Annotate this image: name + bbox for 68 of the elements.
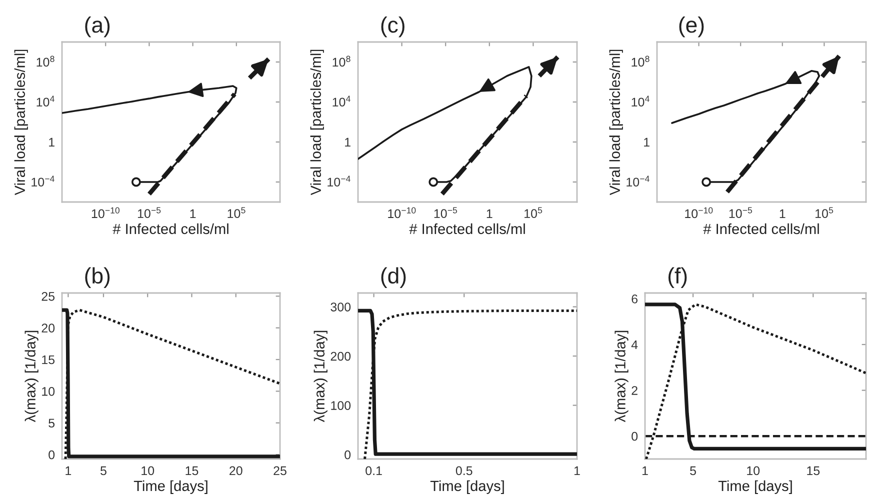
x-axis-title: Time [days] <box>134 480 208 494</box>
chart-title: (a) <box>85 16 110 38</box>
x-tick-label: 15 <box>186 466 198 476</box>
y-tick-label: 4 <box>631 340 638 350</box>
y-tick-label: 100 <box>331 401 351 410</box>
y-tick-label: 1 <box>49 138 54 147</box>
y-tick-label: 10$^{4}$ <box>332 96 350 107</box>
x-tick-label: 10$^{5}$ <box>524 207 542 218</box>
x-tick-label: 5 <box>690 466 696 476</box>
y-tick-label: 0 <box>48 450 55 460</box>
y-tick-label: 10$^{8}$ <box>632 56 650 67</box>
x-tick-label: 25 <box>274 466 286 476</box>
y-axis-title: Viral load [particles/ml] <box>609 50 623 196</box>
y-tick-label: 6 <box>632 294 638 304</box>
y-axis-title: λ(max) [1/day] <box>614 330 628 422</box>
y-tick-label: 10$^{−4}$ <box>32 176 54 187</box>
y-tick-label: 10$^{−4}$ <box>626 176 650 187</box>
x-axis-title: Time [days] <box>718 480 792 494</box>
x-tick-label: 10 <box>142 466 154 476</box>
x-tick-label: 10$^{−5}$ <box>729 207 752 218</box>
x-tick-label: 0.5 <box>456 466 472 476</box>
y-tick-label: 200 <box>330 352 351 361</box>
y-tick-label: 10$^{−4}$ <box>328 176 350 187</box>
x-tick-label: 1 <box>486 209 492 218</box>
x-tick-label: 10$^{−10}$ <box>685 207 713 218</box>
y-tick-label: 0 <box>344 450 351 460</box>
x-axis-title: # Infected cells/ml <box>409 223 525 234</box>
x-tick-label: 10$^{−10}$ <box>388 207 416 218</box>
x-tick-label: 1 <box>66 466 72 476</box>
x-tick-label: 10 <box>747 466 760 476</box>
chart-title: (b) <box>85 267 110 288</box>
x-axis-title: # Infected cells/ml <box>703 223 819 234</box>
chart-title: (d) <box>381 267 406 288</box>
y-tick-label: 20 <box>42 324 55 332</box>
x-tick-label: 1 <box>190 209 196 218</box>
x-tick-label: 1 <box>780 209 786 218</box>
x-tick-label: 10$^{5}$ <box>816 207 834 218</box>
x-tick-label: 0.1 <box>366 466 382 476</box>
y-tick-label: 1 <box>345 138 350 147</box>
x-tick-label: 5 <box>100 466 106 476</box>
y-tick-label: 300 <box>330 302 351 312</box>
y-tick-label: 5 <box>48 418 55 428</box>
y-tick-label: 10 <box>42 387 55 396</box>
y-tick-label: 15 <box>42 355 55 364</box>
chart-title: (c) <box>381 16 404 38</box>
y-tick-label: 25 <box>42 292 55 301</box>
y-tick-label: 2 <box>632 386 638 395</box>
x-tick-label: 10$^{5}$ <box>228 207 246 218</box>
x-tick-label: 15 <box>807 466 820 476</box>
y-axis-title: λ(max) [1/day] <box>314 330 328 422</box>
y-tick-label: 1 <box>644 138 650 147</box>
y-axis-title: Viral load [particles/ml] <box>14 50 28 196</box>
x-tick-label: 10$^{−5}$ <box>138 207 161 218</box>
y-tick-label: 10$^{4}$ <box>632 96 650 107</box>
x-tick-label: 10$^{−5}$ <box>434 207 458 218</box>
x-axis-title: # Infected cells/ml <box>112 223 228 234</box>
y-tick-label: 10$^{8}$ <box>36 56 54 67</box>
chart-title: (e) <box>679 16 704 38</box>
y-tick-label: 0 <box>632 432 638 441</box>
y-axis-title: λ(max) [1/day] <box>24 330 38 422</box>
x-axis-title: Time [days] <box>430 480 504 494</box>
y-axis-title: Viral load [particles/ml] <box>310 50 324 196</box>
x-tick-label: 10$^{−10}$ <box>92 207 120 218</box>
chart-title: (f) <box>668 267 687 288</box>
y-tick-label: 10$^{8}$ <box>332 56 350 67</box>
x-tick-label: 20 <box>230 466 242 476</box>
x-tick-label: 1 <box>574 466 580 476</box>
y-tick-label: 10$^{4}$ <box>36 96 54 107</box>
